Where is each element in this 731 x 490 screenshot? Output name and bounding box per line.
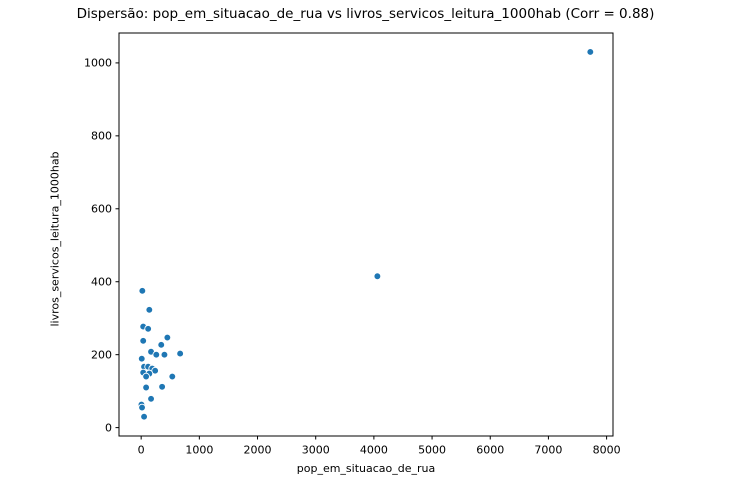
data-point	[138, 286, 147, 295]
x-axis-label: pop_em_situacao_de_rua	[296, 462, 436, 475]
data-point	[142, 372, 150, 381]
data-point	[139, 336, 148, 345]
data-point	[157, 340, 166, 349]
data-point	[144, 324, 152, 333]
data-point	[140, 412, 148, 421]
x-tick-label: 2000	[244, 444, 272, 457]
x-tick-label: 5000	[418, 444, 446, 457]
data-point	[163, 333, 172, 342]
data-point	[586, 48, 595, 56]
y-tick-label: 600	[91, 203, 112, 216]
data-point	[160, 350, 169, 359]
x-tick-label: 4000	[360, 444, 388, 457]
x-tick-label: 1000	[185, 444, 213, 457]
x-tick-label: 6000	[476, 444, 504, 457]
data-point	[147, 394, 155, 403]
data-point	[158, 382, 166, 391]
x-tick-label: 8000	[593, 444, 621, 457]
x-tick-label: 3000	[302, 444, 330, 457]
data-point	[373, 272, 382, 281]
plot-border	[118, 32, 614, 437]
y-tick-label: 800	[91, 130, 112, 143]
chart-title: Dispersão: pop_em_situacao_de_rua vs liv…	[76, 6, 655, 22]
x-tick-label: 0	[138, 444, 145, 457]
data-point	[145, 305, 154, 314]
data-point	[138, 403, 146, 412]
data-point	[168, 372, 177, 381]
y-tick-label: 1000	[84, 57, 112, 70]
y-tick-label: 0	[105, 421, 112, 434]
data-point	[152, 350, 161, 359]
y-tick-label: 200	[91, 348, 112, 361]
data-point	[176, 349, 184, 358]
y-tick-label: 400	[91, 276, 112, 289]
y-axis-label: livros_servicos_leitura_1000hab	[48, 151, 62, 327]
data-point	[142, 383, 150, 392]
data-point	[137, 354, 146, 363]
x-tick-label: 7000	[534, 444, 562, 457]
